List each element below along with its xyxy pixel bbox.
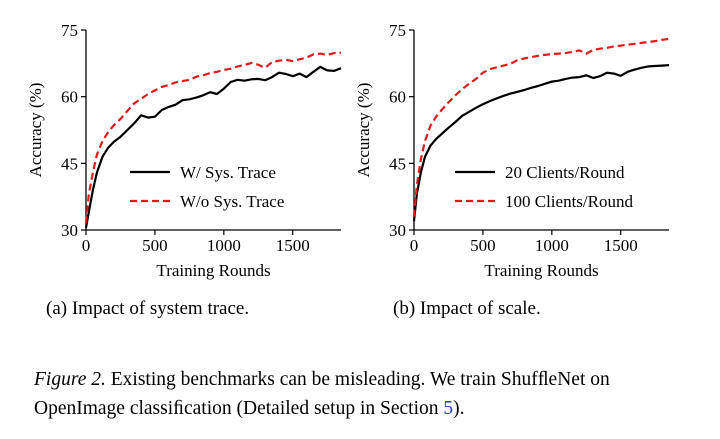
chart-panel-b: 30 45 60 75 0 500 1000 1500 Training Rounds Accur… bbox=[354, 21, 670, 280]
series-line-1 bbox=[412, 64, 670, 222]
x-tick-label: 500 bbox=[470, 236, 496, 255]
x-tick-label: 1500 bbox=[276, 236, 310, 255]
legend-label-1: W/ Sys. Trace bbox=[180, 163, 276, 182]
y-tick-label: 45 bbox=[61, 154, 78, 173]
legend-label-2: 100 Clients/Round bbox=[505, 192, 633, 211]
legend-label-1: 20 Clients/Round bbox=[505, 163, 625, 182]
caption-section-link[interactable]: 5 bbox=[443, 398, 454, 419]
x-axis-label: Training Rounds bbox=[156, 261, 270, 280]
subcaption-b: (b) Impact of scale. bbox=[393, 298, 541, 319]
subcaption-a: (a) Impact of system trace. bbox=[46, 298, 250, 319]
y-tick-label: 30 bbox=[389, 221, 406, 240]
y-tick-label: 30 bbox=[61, 221, 78, 240]
y-tick-label: 60 bbox=[61, 88, 78, 107]
chart-panel-a: 30 45 60 75 0 500 1000 1500 Training Rounds Accur… bbox=[26, 21, 342, 280]
y-axis-label: Accuracy (%) bbox=[26, 83, 45, 178]
y-tick-label: 60 bbox=[389, 88, 406, 107]
caption-label: Figure 2. bbox=[34, 369, 106, 390]
series-line-2 bbox=[412, 37, 670, 217]
y-tick-label: 75 bbox=[61, 21, 78, 40]
x-tick-label: 1000 bbox=[535, 236, 569, 255]
chart-area: 30 45 60 75 0 500 1000 1500 Training Rounds Accur… bbox=[26, 21, 670, 280]
x-axis-label: Training Rounds bbox=[484, 261, 598, 280]
caption-text-end: ). bbox=[453, 398, 465, 419]
figure-caption: Figure 2. Existing benchmarks can be mis… bbox=[34, 365, 694, 423]
x-tick-label: 1500 bbox=[604, 236, 638, 255]
x-tick-label: 1000 bbox=[207, 236, 241, 255]
y-axis-label: Accuracy (%) bbox=[354, 83, 373, 178]
x-tick-label: 0 bbox=[82, 236, 91, 255]
y-tick-label: 75 bbox=[389, 21, 406, 40]
y-tick-label: 45 bbox=[389, 154, 406, 173]
x-tick-label: 500 bbox=[142, 236, 168, 255]
series-line-2 bbox=[84, 51, 342, 224]
legend-label-2: W/o Sys. Trace bbox=[180, 192, 284, 211]
series-line-1 bbox=[84, 65, 342, 228]
x-tick-label: 0 bbox=[410, 236, 419, 255]
caption-text: Existing benchmarks can be misleading. W… bbox=[34, 369, 610, 419]
